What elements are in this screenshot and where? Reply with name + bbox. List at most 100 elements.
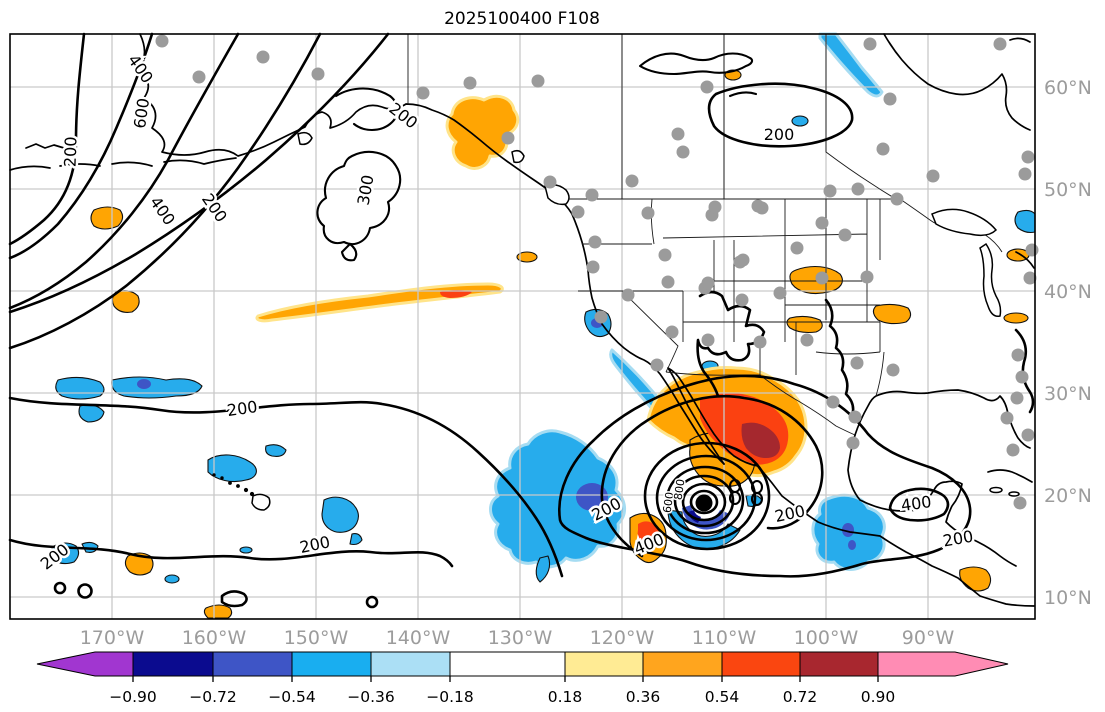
neg-patch — [239, 546, 253, 554]
obs-dot — [1000, 411, 1014, 425]
obs-dot — [848, 410, 862, 424]
colorbar-segment — [564, 651, 644, 677]
obs-dot — [155, 34, 169, 48]
neg-patch — [349, 533, 363, 546]
lat-tick-label: 40°N — [1044, 281, 1092, 303]
neg-patch — [55, 376, 105, 400]
lat-tick-label: 60°N — [1044, 77, 1092, 99]
coast-west-us-baja — [555, 195, 725, 465]
obs-dot — [585, 188, 599, 202]
obs-dot — [701, 276, 715, 290]
pos-patch — [872, 303, 912, 325]
obs-dot — [1025, 243, 1039, 257]
neg-patch — [1014, 209, 1036, 234]
colorbar-tick-label: 0.72 — [783, 688, 818, 706]
colorbar-segment — [799, 651, 879, 677]
obs-dot — [1023, 271, 1037, 285]
contour-label: 200 — [764, 125, 795, 144]
neg-patch — [265, 444, 287, 457]
obs-dot — [886, 363, 900, 377]
lat-tick-label: 50°N — [1044, 179, 1092, 201]
obs-dot — [926, 169, 940, 183]
obs-dot — [773, 286, 787, 300]
obs-dot — [586, 260, 600, 274]
coast-aleutians — [9, 157, 237, 171]
contour-label: 600 — [661, 491, 677, 514]
obs-dot — [1021, 150, 1035, 164]
contour-closed-small — [220, 590, 248, 608]
contour-400-spiral — [600, 394, 824, 558]
lon-tick-label: 140°W — [386, 627, 451, 649]
obs-dot — [815, 271, 829, 285]
neg-core-patch — [848, 540, 856, 550]
obs-dot — [416, 86, 430, 100]
coast-mexico-central-america — [667, 367, 1035, 607]
colorbar-right-arrow — [877, 651, 1009, 677]
neg-core-patch — [137, 379, 151, 389]
obs-dot — [256, 50, 270, 64]
lon-tick-label: 170°W — [80, 627, 145, 649]
pos-patch-alaska-panhandle — [445, 94, 520, 170]
obs-dot — [1021, 428, 1035, 442]
neg-core-patch — [576, 483, 608, 511]
hawaii-islands — [212, 473, 271, 511]
pos-patch — [203, 604, 233, 619]
neg-patch — [207, 454, 257, 483]
neg-patch — [111, 376, 203, 399]
obs-dot — [625, 174, 639, 188]
lon-tick-label: 160°W — [182, 627, 247, 649]
contour-label: 800 — [672, 478, 688, 501]
island-vancouver — [544, 183, 570, 206]
obs-dot — [790, 241, 804, 255]
coast-alaska — [137, 33, 557, 197]
obs-dot — [676, 145, 690, 159]
obs-dot — [311, 67, 325, 81]
neg-patch-central-pacific — [489, 429, 626, 569]
colorbar-tick-label: −0.18 — [426, 688, 474, 706]
obs-dot — [890, 192, 904, 206]
observation-dots — [155, 34, 1039, 510]
obs-dot — [800, 333, 814, 347]
island-haida-gwaii — [511, 149, 525, 164]
cyclone-contour-rings — [643, 441, 771, 551]
lat-tick-label: 20°N — [1044, 485, 1092, 507]
pos-core-patch — [637, 521, 660, 550]
coast-hudson-bay — [883, 33, 1031, 131]
sensitivity-contours — [8, 32, 1035, 609]
contour-label: 200 — [60, 136, 80, 167]
lon-tick-label: 110°W — [692, 627, 757, 649]
pos-core-patch — [440, 290, 472, 298]
contour-200-canada-closed — [707, 82, 854, 148]
graticule — [10, 34, 1035, 619]
lake-superior — [931, 208, 998, 237]
lon-tick-label: 100°W — [794, 627, 859, 649]
colorbar-tick-label: −0.36 — [347, 688, 395, 706]
pos-patch — [516, 251, 538, 263]
obs-dot — [850, 356, 864, 370]
coast-cuba — [987, 469, 1033, 483]
obs-dot — [641, 206, 655, 220]
colorbar: −0.90 −0.72 −0.54 −0.36 −0.18 0.18 0.36 0.54 0.7… — [36, 651, 1009, 706]
colorbar-tick-label: 0.54 — [705, 688, 740, 706]
obs-dot — [815, 216, 829, 230]
colorbar-segment — [212, 651, 293, 677]
obs-dot — [192, 70, 206, 84]
colorbar-segment — [370, 651, 451, 677]
obs-dot — [463, 76, 477, 90]
obs-dot — [883, 92, 897, 106]
obs-dot — [543, 175, 557, 189]
obs-dot — [665, 325, 679, 339]
obs-dot — [708, 200, 722, 214]
pos-patch — [124, 552, 154, 576]
obs-dot — [1006, 443, 1020, 457]
contour-200-subtropic — [8, 396, 564, 578]
neg-patch — [164, 574, 180, 584]
cyclone-center-dot — [695, 494, 713, 512]
obs-dot — [851, 182, 865, 196]
obs-dot — [733, 255, 747, 269]
colorbar-tick-label: 0.90 — [861, 688, 896, 706]
obs-dot — [571, 205, 585, 219]
contour-closed-small — [365, 595, 379, 609]
